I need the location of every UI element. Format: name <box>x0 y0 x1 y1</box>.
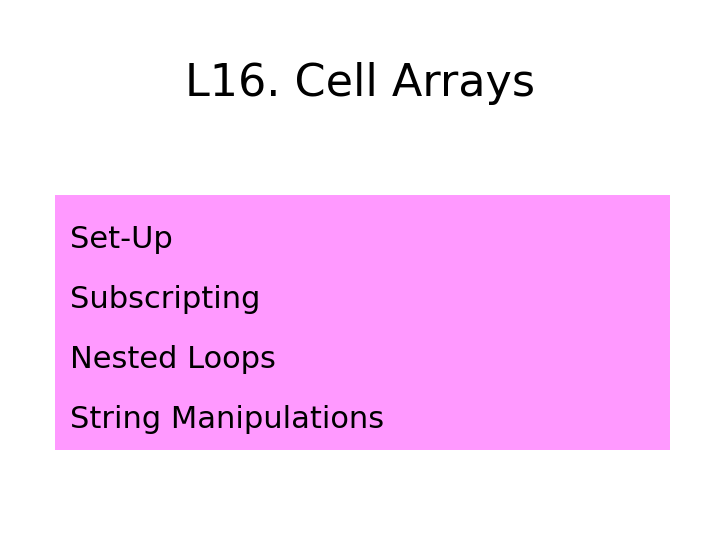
Text: L16. Cell Arrays: L16. Cell Arrays <box>185 62 535 105</box>
Text: Subscripting: Subscripting <box>70 285 261 314</box>
Text: Nested Loops: Nested Loops <box>70 345 276 374</box>
Text: String Manipulations: String Manipulations <box>70 405 384 434</box>
Text: Set-Up: Set-Up <box>70 225 173 254</box>
Bar <box>55 195 670 450</box>
